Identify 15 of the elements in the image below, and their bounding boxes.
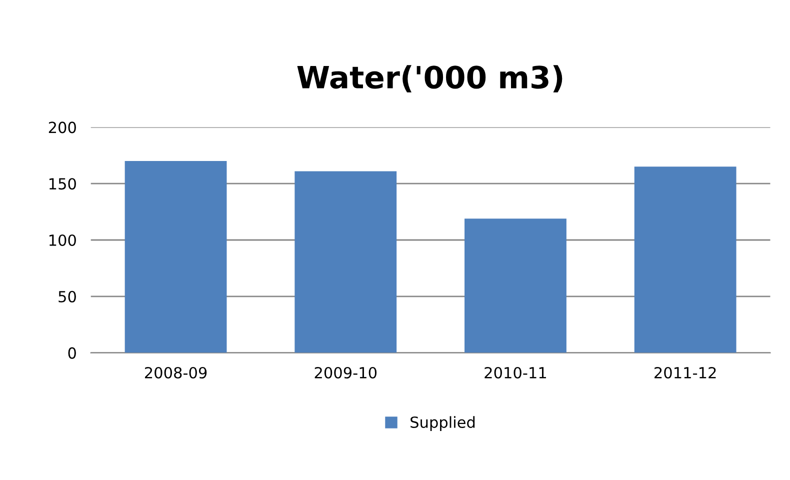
- y-tick-label: 50: [58, 290, 76, 302]
- bar: [464, 218, 566, 353]
- x-tick-label: 2011-12: [654, 366, 716, 379]
- bar: [124, 161, 227, 353]
- bar: [294, 171, 397, 353]
- y-tick-label: 200: [48, 122, 76, 134]
- x-tick-label: 2009-10: [314, 366, 377, 379]
- x-tick-label: 2008-09: [144, 366, 207, 379]
- chart-title: Water('000 m3): [297, 65, 562, 92]
- x-tick-label: 2010-11: [484, 366, 546, 379]
- y-tick-label: 150: [49, 178, 76, 190]
- y-tick-label: 100: [49, 234, 76, 246]
- legend-label: Supplied: [410, 416, 475, 431]
- bar: [634, 166, 736, 353]
- y-tick-label: 0: [68, 347, 76, 359]
